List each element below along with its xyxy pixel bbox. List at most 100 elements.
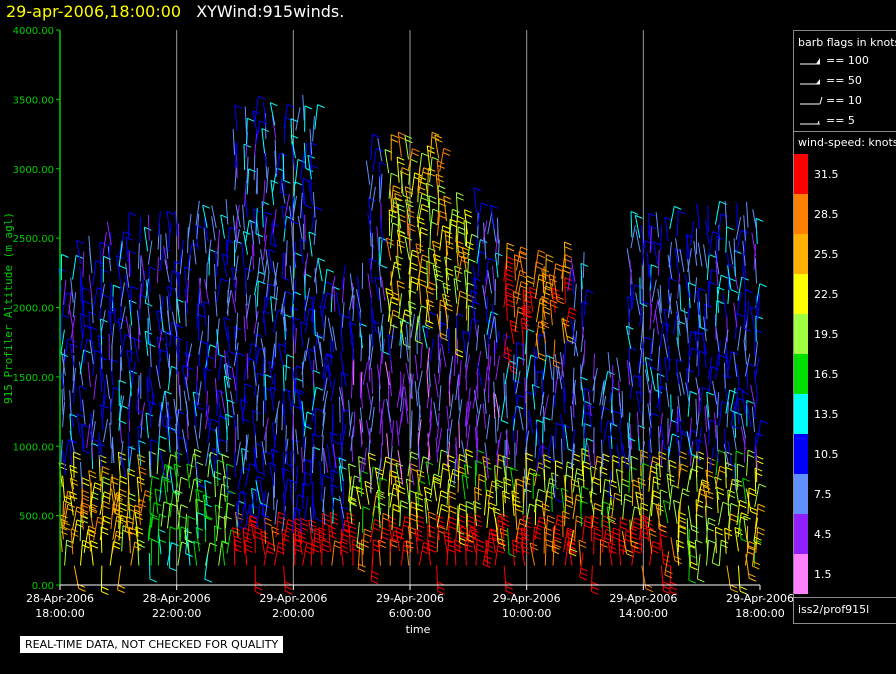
wind-barb xyxy=(425,461,434,486)
wind-barb xyxy=(563,387,565,414)
wind-barb xyxy=(705,293,708,320)
wind-barb xyxy=(427,511,436,538)
wind-barb xyxy=(98,432,103,457)
wind-barb xyxy=(751,406,755,433)
wind-barb xyxy=(410,172,422,198)
wind-barb xyxy=(567,267,572,292)
wind-barb xyxy=(658,502,667,533)
wind-barb xyxy=(376,226,380,252)
wind-barb xyxy=(399,320,411,348)
wind-barb xyxy=(205,404,217,432)
wind-barb xyxy=(635,229,641,253)
wind-barb xyxy=(399,459,404,485)
wind-barb xyxy=(125,236,134,263)
wind-barb xyxy=(587,391,592,417)
wind-barb xyxy=(193,448,202,475)
wind-barb xyxy=(304,337,310,362)
wind-barb xyxy=(215,251,218,278)
wind-barb xyxy=(493,381,496,408)
wind-barb xyxy=(185,439,190,465)
wind-barb xyxy=(72,255,84,280)
wind-barb xyxy=(100,310,106,334)
wind-barb xyxy=(292,195,298,220)
wind-barb xyxy=(716,274,729,300)
wind-barb xyxy=(348,476,357,505)
wind-barb xyxy=(207,315,210,342)
wind-barb xyxy=(265,167,269,193)
wind-barb xyxy=(120,454,127,478)
wind-barb xyxy=(476,239,488,264)
wind-barb xyxy=(705,490,714,518)
wind-barb xyxy=(147,214,150,241)
wind-barb xyxy=(233,451,237,478)
wind-barb xyxy=(78,361,84,386)
wind-barb xyxy=(331,415,340,445)
wind-barb xyxy=(163,245,169,270)
wind-barb xyxy=(339,432,343,459)
wind-barb xyxy=(754,394,758,420)
wind-barb xyxy=(242,204,245,231)
wind-barb xyxy=(465,282,476,309)
flag-100-icon xyxy=(800,58,820,65)
wind-barb xyxy=(176,349,180,375)
wind-barb xyxy=(657,288,662,313)
wind-barb xyxy=(109,282,118,312)
wind-barb xyxy=(283,103,295,129)
wind-barb xyxy=(525,275,534,302)
wind-barb xyxy=(743,229,747,256)
wind-barb xyxy=(220,214,228,239)
wind-barb xyxy=(676,311,681,336)
wind-barb xyxy=(660,538,671,567)
wind-barb xyxy=(256,280,266,307)
wind-barb xyxy=(183,266,192,292)
wind-barb xyxy=(496,217,499,244)
wind-barb xyxy=(234,142,238,168)
wind-barb xyxy=(397,204,406,235)
wind-barb xyxy=(742,477,750,503)
wind-barb xyxy=(688,417,693,443)
wind-barb xyxy=(215,438,227,464)
wind-barb xyxy=(696,289,701,315)
wind-barb xyxy=(291,414,295,441)
wind-barb xyxy=(417,392,421,418)
wind-barb xyxy=(737,514,749,543)
wind-barb xyxy=(247,343,259,368)
wind-barb xyxy=(653,299,659,323)
wind-barb xyxy=(525,417,530,442)
wind-barb xyxy=(214,378,218,404)
wind-barb xyxy=(330,378,336,402)
wind-barb xyxy=(706,391,714,418)
colorbar-label: 13.5 xyxy=(814,408,839,421)
wind-barb xyxy=(297,531,307,555)
wind-barb xyxy=(545,254,554,281)
wind-barb xyxy=(329,339,333,366)
wind-barb xyxy=(301,400,312,430)
wind-barb xyxy=(234,229,240,253)
wind-barb xyxy=(303,223,305,250)
wind-barb xyxy=(414,354,419,381)
wind-barb xyxy=(514,503,523,530)
wind-barb xyxy=(102,418,109,443)
wind-barb xyxy=(89,339,94,365)
wind-barb xyxy=(649,540,661,566)
wind-barb xyxy=(736,499,747,526)
wind-barb xyxy=(226,399,235,426)
wind-barb xyxy=(703,316,707,342)
y-tick-label: 2000.00 xyxy=(13,304,54,315)
wind-barb xyxy=(380,276,386,301)
wind-barb xyxy=(376,457,382,482)
wind-barb xyxy=(379,239,388,269)
wind-barb xyxy=(157,210,161,237)
wind-barb xyxy=(310,164,318,192)
wind-barb xyxy=(736,363,740,390)
wind-barb xyxy=(273,262,279,286)
wind-barb xyxy=(572,367,575,394)
wind-barb xyxy=(233,326,242,352)
wind-barb xyxy=(497,239,500,266)
wind-barb xyxy=(192,239,197,265)
wind-barb xyxy=(455,313,464,340)
wind-barb xyxy=(243,315,247,342)
wind-barb xyxy=(369,174,374,200)
wind-barb xyxy=(221,540,230,566)
wind-barb xyxy=(515,269,528,294)
